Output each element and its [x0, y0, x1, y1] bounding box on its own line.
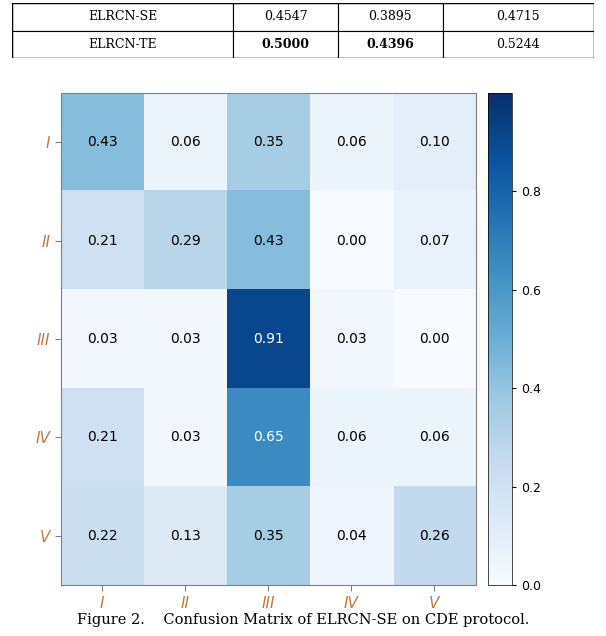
FancyBboxPatch shape: [338, 3, 442, 31]
Text: 0.06: 0.06: [170, 135, 201, 149]
Text: 0.22: 0.22: [87, 529, 118, 543]
Text: 0.00: 0.00: [336, 233, 367, 247]
Text: ELRCN-TE: ELRCN-TE: [88, 38, 157, 51]
Text: 0.21: 0.21: [87, 233, 118, 247]
FancyBboxPatch shape: [12, 31, 233, 58]
Text: 0.4715: 0.4715: [496, 10, 540, 24]
FancyBboxPatch shape: [442, 3, 594, 31]
FancyBboxPatch shape: [338, 31, 442, 58]
Text: Figure 2.    Confusion Matrix of ELRCN-SE on CDE protocol.: Figure 2. Confusion Matrix of ELRCN-SE o…: [77, 613, 529, 627]
Text: 0.4396: 0.4396: [367, 38, 414, 51]
FancyBboxPatch shape: [233, 3, 338, 31]
Text: 0.43: 0.43: [253, 233, 284, 247]
Text: 0.03: 0.03: [170, 332, 201, 346]
Text: 0.43: 0.43: [87, 135, 118, 149]
Text: 0.10: 0.10: [419, 135, 450, 149]
Text: 0.07: 0.07: [419, 233, 450, 247]
FancyBboxPatch shape: [233, 31, 338, 58]
Text: 0.5244: 0.5244: [496, 38, 540, 51]
Text: 0.06: 0.06: [419, 431, 450, 445]
Text: 0.06: 0.06: [336, 135, 367, 149]
Text: 0.06: 0.06: [336, 431, 367, 445]
Text: 0.13: 0.13: [170, 529, 201, 543]
Text: 0.91: 0.91: [253, 332, 284, 346]
Text: 0.5000: 0.5000: [262, 38, 310, 51]
Text: 0.21: 0.21: [87, 431, 118, 445]
FancyBboxPatch shape: [12, 3, 233, 31]
Text: 0.03: 0.03: [87, 332, 118, 346]
Text: 0.03: 0.03: [170, 431, 201, 445]
Text: 0.04: 0.04: [336, 529, 367, 543]
Text: ELRCN-SE: ELRCN-SE: [88, 10, 158, 24]
Text: 0.00: 0.00: [419, 332, 450, 346]
Text: 0.4547: 0.4547: [264, 10, 307, 24]
Text: 0.03: 0.03: [336, 332, 367, 346]
Text: 0.35: 0.35: [253, 135, 284, 149]
Text: 0.3895: 0.3895: [368, 10, 412, 24]
FancyBboxPatch shape: [442, 31, 594, 58]
Text: 0.29: 0.29: [170, 233, 201, 247]
Text: 0.65: 0.65: [253, 431, 284, 445]
Text: 0.26: 0.26: [419, 529, 450, 543]
Text: 0.35: 0.35: [253, 529, 284, 543]
